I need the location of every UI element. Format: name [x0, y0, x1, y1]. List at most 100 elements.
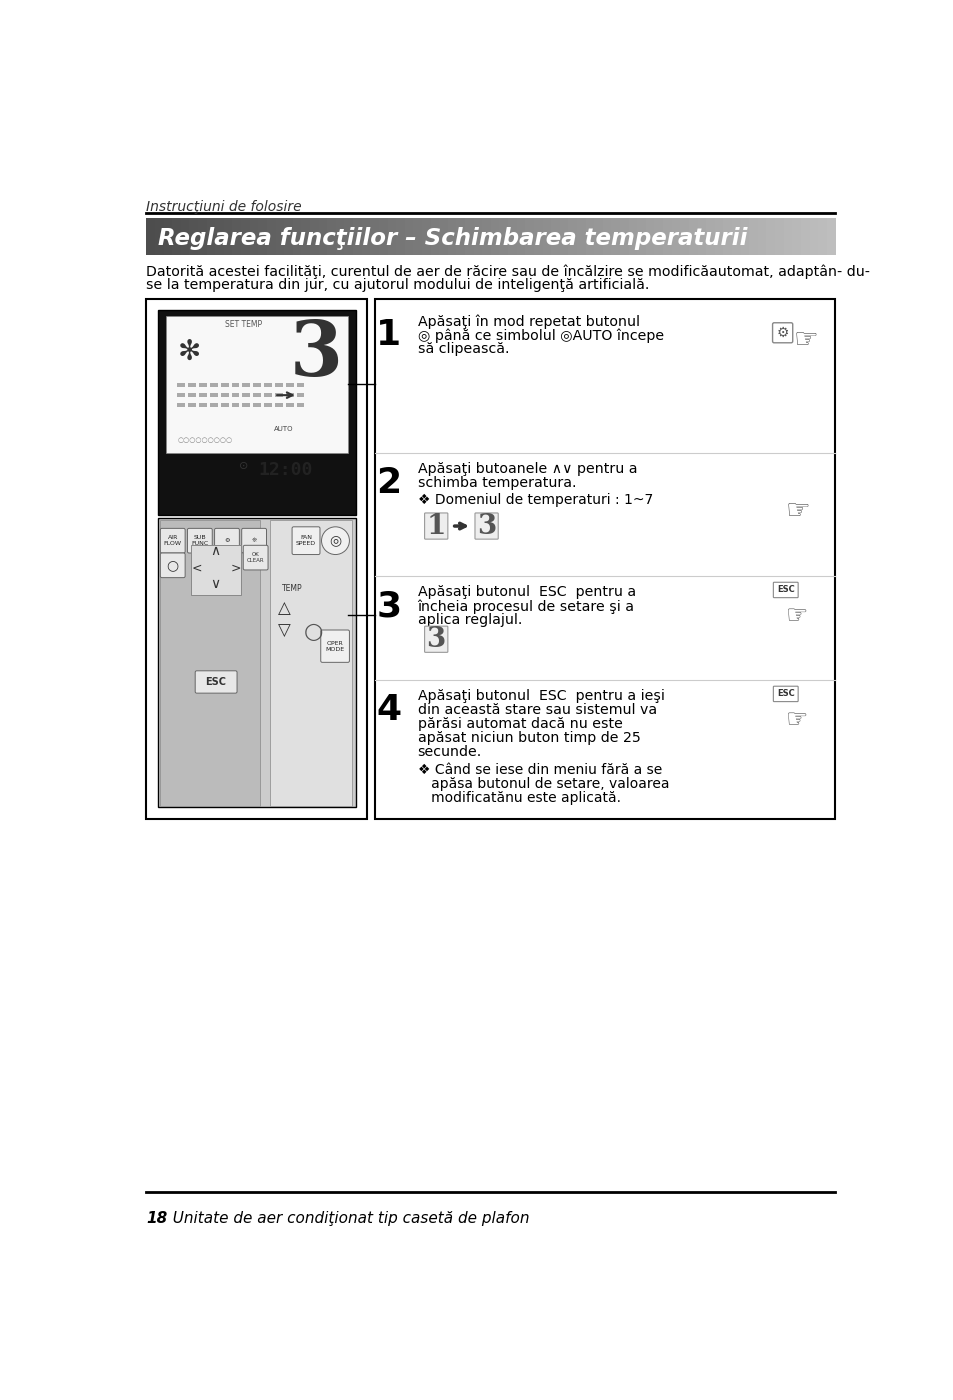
Bar	[456, 218, 465, 255]
Bar	[296, 403, 304, 407]
Bar	[233, 218, 242, 255]
Text: 2: 2	[376, 466, 401, 500]
Bar	[568, 218, 578, 255]
Text: 1: 1	[376, 318, 401, 353]
FancyBboxPatch shape	[292, 526, 319, 554]
Bar	[242, 382, 250, 388]
Text: Reglarea funcţiilor – Schimbarea temperaturii: Reglarea funcţiilor – Schimbarea tempera…	[158, 227, 747, 249]
FancyBboxPatch shape	[241, 528, 266, 553]
Bar	[158, 518, 355, 806]
FancyBboxPatch shape	[187, 528, 212, 553]
FancyBboxPatch shape	[243, 545, 268, 570]
Bar	[264, 382, 272, 388]
Bar	[697, 218, 706, 255]
Bar	[714, 218, 723, 255]
Text: ∨: ∨	[210, 577, 220, 591]
FancyBboxPatch shape	[320, 630, 349, 662]
Text: OK
CLEAR: OK CLEAR	[247, 552, 264, 563]
Bar	[188, 382, 195, 388]
FancyBboxPatch shape	[475, 512, 497, 539]
Bar	[585, 218, 595, 255]
Bar	[210, 393, 217, 398]
Bar	[671, 218, 680, 255]
Bar	[534, 218, 543, 255]
Text: încheia procesul de setare şi a: încheia procesul de setare şi a	[417, 599, 634, 613]
Text: ◎ până ce simbolul ◎AUTO începe: ◎ până ce simbolul ◎AUTO începe	[417, 328, 663, 343]
Bar	[542, 218, 552, 255]
Text: 1: 1	[426, 512, 445, 539]
Text: ⚙: ⚙	[776, 326, 788, 340]
Text: ◎: ◎	[329, 533, 341, 547]
Bar	[353, 218, 362, 255]
Bar	[387, 218, 396, 255]
Text: Instrucţiuni de folosire: Instrucţiuni de folosire	[146, 200, 302, 214]
FancyBboxPatch shape	[773, 582, 798, 598]
Bar	[378, 218, 388, 255]
Text: ▽: ▽	[277, 622, 291, 640]
Bar	[296, 382, 304, 388]
Bar	[274, 393, 282, 398]
Bar	[765, 218, 775, 255]
Bar	[508, 218, 517, 255]
Bar	[286, 403, 294, 407]
Bar	[210, 382, 217, 388]
Bar	[705, 218, 715, 255]
Text: ☞: ☞	[785, 605, 807, 629]
Bar	[199, 393, 207, 398]
Bar	[594, 218, 603, 255]
Bar	[731, 218, 740, 255]
Text: părăsi automat dacă nu este: părăsi automat dacă nu este	[417, 717, 622, 731]
Bar	[421, 218, 431, 255]
Text: ○: ○	[303, 622, 322, 643]
FancyBboxPatch shape	[773, 686, 798, 701]
Bar	[242, 403, 250, 407]
Text: TEMP: TEMP	[282, 584, 302, 592]
Text: 18: 18	[146, 1211, 168, 1226]
Text: ☞: ☞	[793, 326, 818, 354]
Text: 12:00: 12:00	[258, 461, 313, 479]
Text: apăsat niciun buton timp de 25: apăsat niciun buton timp de 25	[417, 731, 639, 745]
Text: ESC: ESC	[776, 689, 794, 699]
Text: ○: ○	[167, 559, 178, 573]
FancyBboxPatch shape	[160, 553, 185, 578]
Text: 3: 3	[290, 318, 342, 392]
Bar	[199, 403, 207, 407]
Text: >: >	[230, 561, 240, 575]
Text: Apăsaţi butonul  ESC  pentru a: Apăsaţi butonul ESC pentru a	[417, 585, 635, 599]
FancyBboxPatch shape	[321, 526, 349, 554]
Bar	[293, 218, 302, 255]
Text: Apăsaţi în mod repetat butonul: Apăsaţi în mod repetat butonul	[417, 314, 639, 329]
Text: 3: 3	[376, 589, 401, 623]
Bar	[499, 218, 508, 255]
Bar	[250, 218, 259, 255]
Bar	[310, 218, 319, 255]
Text: ☞: ☞	[785, 708, 807, 732]
Bar	[551, 218, 560, 255]
Bar	[224, 218, 233, 255]
Bar	[181, 218, 190, 255]
Text: 3: 3	[476, 512, 496, 539]
Text: ∧: ∧	[210, 545, 220, 559]
Bar	[220, 382, 229, 388]
Bar	[375, 300, 835, 819]
Bar	[525, 218, 534, 255]
Bar	[154, 218, 164, 255]
Bar	[361, 218, 371, 255]
Text: schimba temperatura.: schimba temperatura.	[417, 476, 576, 490]
Bar	[166, 316, 348, 454]
Bar	[220, 403, 229, 407]
Bar	[274, 382, 282, 388]
Bar	[163, 218, 172, 255]
Bar	[791, 218, 801, 255]
Bar	[447, 218, 456, 255]
Bar	[232, 403, 239, 407]
Text: Unitate de aer condiţionat tip casetă de plafon: Unitate de aer condiţionat tip casetă de…	[163, 1211, 529, 1226]
Text: ❊: ❊	[252, 538, 256, 543]
Text: OPER
MODE: OPER MODE	[325, 641, 344, 651]
Bar	[275, 218, 285, 255]
Text: SET TEMP: SET TEMP	[225, 319, 261, 329]
Bar	[748, 218, 758, 255]
Bar	[740, 218, 749, 255]
Bar	[688, 218, 698, 255]
Text: △: △	[277, 599, 291, 617]
